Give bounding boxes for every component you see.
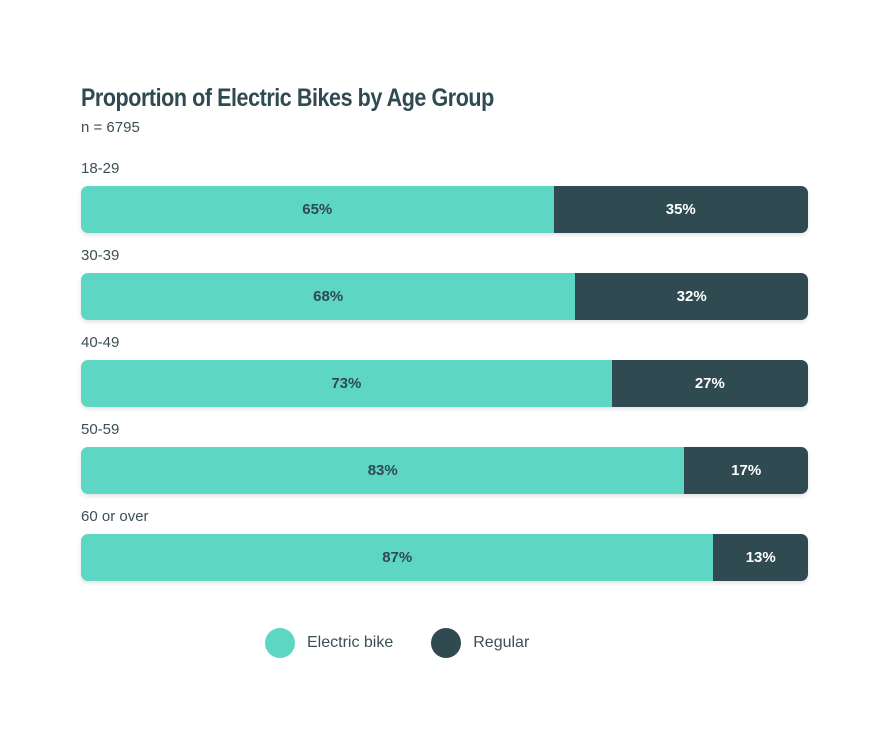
chart-subtitle: n = 6795 [81,119,140,136]
data-label: 83% [367,462,398,479]
legend-swatch-regular [431,628,462,658]
data-label: 35% [665,201,696,218]
bar-segment-regular: 32% [575,273,808,320]
category-label: 30-39 [81,247,120,264]
data-label: 73% [331,375,362,392]
data-label: 17% [731,462,762,479]
legend-label-electric: Electric bike [307,634,394,651]
category-label: 60 or over [81,508,149,525]
data-label: 87% [382,549,413,566]
bar-segment-electric: 87% [81,534,714,581]
bar-row: 65% 35% [81,186,808,233]
bar-segment-regular: 13% [713,534,808,581]
bar-row: 73% 27% [81,360,808,407]
bar-segment-regular: 27% [611,360,808,407]
data-label: 68% [313,288,344,305]
bar-segment-electric: 83% [81,447,685,494]
bar-segment-electric: 68% [81,273,576,320]
category-label: 18-29 [81,160,120,177]
bar-segment-electric: 73% [81,360,612,407]
bar-row: 87% 13% [81,534,808,581]
data-label: 13% [745,549,776,566]
chart-title: Proportion of Electric Bikes by Age Grou… [81,84,494,112]
legend: Electric bike Regular [265,628,567,658]
bar-row: 83% 17% [81,447,808,494]
bar-segment-regular: 17% [684,447,808,494]
legend-label-regular: Regular [473,634,530,651]
category-label: 50-59 [81,421,120,438]
bar-row: 68% 32% [81,273,808,320]
data-label: 27% [694,375,725,392]
legend-item-regular: Regular [431,628,529,658]
category-label: 40-49 [81,334,120,351]
legend-swatch-electric [265,628,295,658]
legend-item-electric: Electric bike [265,628,393,658]
data-label: 32% [676,288,707,305]
data-label: 65% [302,201,333,218]
bar-segment-regular: 35% [553,186,808,233]
bar-segment-electric: 65% [81,186,554,233]
